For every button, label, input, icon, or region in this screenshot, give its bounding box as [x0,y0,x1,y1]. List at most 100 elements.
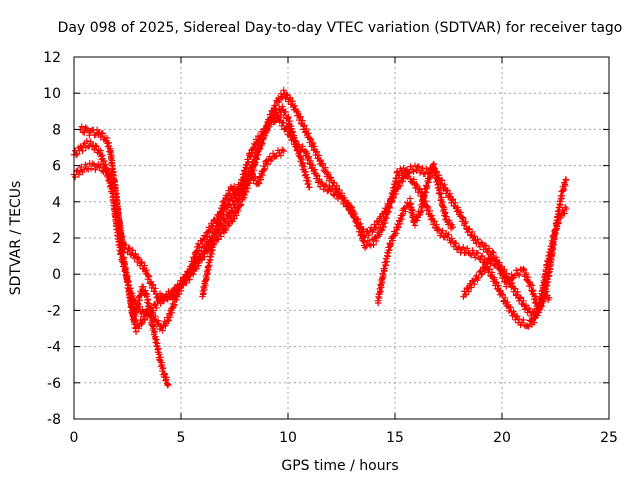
data-point [374,299,382,307]
data-point [493,278,500,286]
data-point [82,161,89,168]
data-point [81,129,88,136]
data-point [488,269,496,276]
data-point [424,203,431,210]
data-point [303,125,310,133]
data-point [244,176,251,183]
data-point [459,214,466,221]
data-point [222,227,230,234]
data-point [145,300,152,307]
data-point [478,271,485,278]
data-point [153,336,160,343]
data-point [445,231,452,238]
data-point [204,271,211,278]
data-point [382,262,389,269]
data-point [408,207,416,214]
data-point [97,147,104,154]
data-point [301,122,308,129]
data-point [351,210,359,218]
data-point [170,302,177,310]
data-point [503,283,510,290]
data-point [200,290,207,297]
data-point [154,340,161,347]
y-tick-label: -6 [47,376,61,392]
data-point [524,322,531,330]
data-point [399,178,406,185]
data-point [346,203,353,210]
data-point [141,262,148,269]
series-track-6 [374,160,456,307]
data-point [437,190,444,198]
data-point [149,281,157,288]
data-point [469,247,476,254]
x-tick-label: 20 [493,430,511,446]
data-point [446,190,454,197]
data-point [144,296,152,303]
data-point [441,181,448,189]
x-axis-label: GPS time / hours [281,458,398,474]
data-point [474,236,481,243]
x-tick-label: 5 [177,430,186,446]
data-point [208,250,215,258]
data-point [498,290,505,297]
data-point [410,168,417,175]
data-point [221,225,229,233]
data-point [427,173,434,180]
data-point [464,245,471,252]
data-point [423,183,431,191]
data-point [525,323,532,330]
data-point [336,186,343,193]
data-point [201,286,208,294]
data-point [563,176,570,184]
data-point [289,128,296,135]
series-track-5 [199,146,287,300]
data-point [549,245,557,253]
data-point [433,171,440,179]
data-point [194,247,201,254]
data-point [239,184,246,191]
data-point [103,134,111,142]
data-point [151,328,158,335]
data-point [452,199,459,207]
data-point [525,305,533,312]
data-point [545,294,553,301]
data-point [209,246,216,254]
y-tick-label: 10 [43,86,61,102]
data-point [100,158,108,165]
data-point [513,267,520,274]
data-point [270,119,278,126]
data-point [450,243,458,250]
data-point [406,195,414,202]
data-point [515,271,523,279]
data-point [543,282,551,290]
data-point [440,206,448,213]
data-point [380,271,387,279]
data-point [480,246,487,253]
data-point [462,218,469,226]
data-point [361,234,369,241]
data-point [219,207,226,215]
data-point [317,156,325,164]
y-tick-label: -4 [47,340,61,356]
data-point [315,152,323,159]
data-point [520,297,527,305]
data-point [179,281,187,289]
data-point [132,250,139,258]
data-point [253,155,260,163]
data-point [101,164,108,171]
data-point [145,272,152,279]
data-point [87,138,94,145]
data-point [493,257,500,265]
data-point [208,222,216,229]
data-point [452,240,460,247]
data-point [272,102,280,109]
axis-layer: 0 5 10 15 20 25 -8 -6 -4 -2 0 2 4 6 8 10 12 [43,50,618,446]
data-point [449,196,457,203]
data-point [125,281,132,289]
data-point [520,265,527,272]
data-point [212,230,220,237]
data-point [304,174,311,181]
data-point [390,194,398,202]
data-point [517,294,525,301]
